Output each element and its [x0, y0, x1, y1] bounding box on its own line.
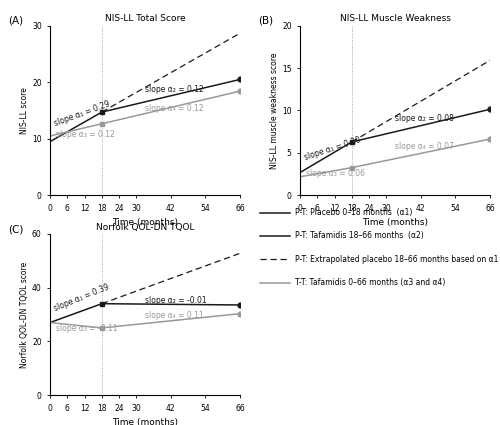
Text: slope α₄ = 0.12: slope α₄ = 0.12: [145, 104, 204, 113]
Text: T-T: Tafamidis 0–66 months (α3 and α4): T-T: Tafamidis 0–66 months (α3 and α4): [295, 278, 446, 287]
Title: NIS-LL Muscle Weakness: NIS-LL Muscle Weakness: [340, 14, 450, 23]
Text: slope α₃ = -0.11: slope α₃ = -0.11: [56, 324, 118, 333]
Title: NIS-LL Total Score: NIS-LL Total Score: [104, 14, 186, 23]
Y-axis label: NIS-LL score: NIS-LL score: [20, 87, 29, 134]
X-axis label: Time (months): Time (months): [362, 218, 428, 227]
Text: slope α₂ = 0.08: slope α₂ = 0.08: [395, 114, 454, 123]
Text: P-T: Placebo 0–18 months  (α1): P-T: Placebo 0–18 months (α1): [295, 208, 412, 217]
Text: slope α₂ = 0.12: slope α₂ = 0.12: [145, 85, 204, 94]
Text: (B): (B): [258, 15, 274, 26]
Text: (A): (A): [8, 15, 24, 26]
Text: (C): (C): [8, 224, 24, 234]
Text: slope α₁ = 0.20: slope α₁ = 0.20: [303, 135, 362, 162]
Y-axis label: NIS-LL muscle weakness score: NIS-LL muscle weakness score: [270, 52, 280, 169]
Text: slope α₁ = 0.39: slope α₁ = 0.39: [52, 283, 110, 313]
X-axis label: Time (months): Time (months): [112, 218, 178, 227]
Text: slope α₃ = 0.06: slope α₃ = 0.06: [306, 169, 365, 178]
Text: slope α₄ = 0.11: slope α₄ = 0.11: [145, 311, 204, 320]
Text: slope α₁ = 0.29: slope α₁ = 0.29: [52, 99, 111, 128]
Y-axis label: Norfolk QOL-DN TQOL score: Norfolk QOL-DN TQOL score: [20, 261, 29, 368]
Text: slope α₃ = 0.12: slope α₃ = 0.12: [56, 130, 114, 139]
X-axis label: Time (months): Time (months): [112, 418, 178, 425]
Text: slope α₄ = 0.07: slope α₄ = 0.07: [395, 142, 454, 151]
Text: P-T: Extrapolated placebo 18–66 months based on α1: P-T: Extrapolated placebo 18–66 months b…: [295, 255, 498, 264]
Text: slope α₂ = -0.01: slope α₂ = -0.01: [145, 296, 206, 305]
Title: Norfolk QOL-DN TQOL: Norfolk QOL-DN TQOL: [96, 223, 194, 232]
Text: P-T: Tafamidis 18–66 months  (α2): P-T: Tafamidis 18–66 months (α2): [295, 231, 424, 241]
